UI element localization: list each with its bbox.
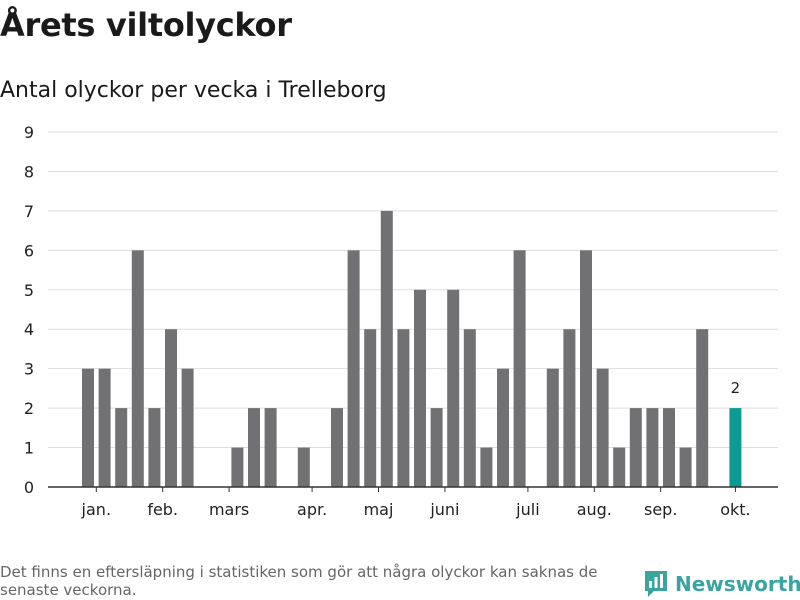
bar: [248, 408, 260, 487]
bar: [397, 329, 410, 487]
bar: [513, 250, 526, 487]
bar: [596, 368, 609, 487]
bar: [696, 329, 709, 487]
bar: [364, 329, 377, 487]
bar: [463, 329, 476, 487]
bar: [580, 250, 592, 487]
bar: [480, 447, 493, 487]
y-tick-label: 4: [24, 320, 34, 339]
bar: [613, 447, 626, 487]
chart-title: Årets viltolyckor: [0, 6, 292, 44]
bar: [679, 447, 692, 487]
bar: [331, 408, 343, 487]
bar-chart: 0 1 2 3 4 5 6 7 8 9 2 jan. feb. mars apr. maj juni juli au…: [24, 123, 778, 519]
bar: [646, 408, 659, 487]
x-tick-label: sep.: [644, 500, 677, 519]
y-tick-label: 1: [24, 439, 34, 458]
y-tick-label: 6: [24, 241, 34, 260]
y-tick-label: 3: [24, 360, 34, 379]
brand-name: Newsworthy: [675, 572, 800, 596]
bar: [98, 368, 111, 487]
x-tick-label: aug.: [577, 500, 612, 519]
highlight-data-label: 2: [731, 379, 741, 397]
bar: [563, 329, 576, 487]
chart-subtitle: Antal olyckor per vecka i Trelleborg: [0, 78, 387, 103]
bar: [430, 408, 443, 487]
y-tick-label: 8: [24, 162, 34, 181]
bar: [297, 447, 310, 487]
bar: [414, 289, 426, 487]
bar: [115, 408, 128, 487]
newsworthy-logo: Newsworthy: [643, 568, 800, 600]
x-tick-label: feb.: [147, 500, 178, 519]
bar: [82, 368, 94, 487]
bar: [165, 329, 177, 487]
y-tick-label: 2: [24, 399, 34, 418]
bar: [181, 368, 194, 487]
y-tick-label: 5: [24, 281, 34, 300]
y-tick-label: 0: [24, 478, 34, 497]
x-tick-label: okt.: [720, 500, 750, 519]
x-tick-label: apr.: [297, 500, 327, 519]
bar: [231, 447, 244, 487]
bar: [629, 408, 642, 487]
bar-highlight: [729, 408, 742, 487]
x-tick-label: maj: [364, 500, 394, 519]
x-tick-label: juli: [515, 500, 539, 519]
x-tick-label: juni: [429, 500, 459, 519]
bar: [380, 210, 393, 487]
footnote: Det finns en eftersläpning i statistiken…: [0, 563, 598, 599]
y-tick-label: 9: [24, 123, 34, 142]
bar: [663, 408, 675, 487]
bar: [264, 408, 277, 487]
y-tick-label: 7: [24, 202, 34, 221]
x-tick-label: mars: [209, 500, 249, 519]
bar: [546, 368, 559, 487]
bar: [497, 368, 509, 487]
bar: [148, 408, 161, 487]
bar: [447, 289, 460, 487]
bar: [131, 250, 144, 487]
bar: [347, 250, 360, 487]
x-tick-label: jan.: [81, 500, 111, 519]
newsworthy-chart-icon: [645, 571, 667, 597]
